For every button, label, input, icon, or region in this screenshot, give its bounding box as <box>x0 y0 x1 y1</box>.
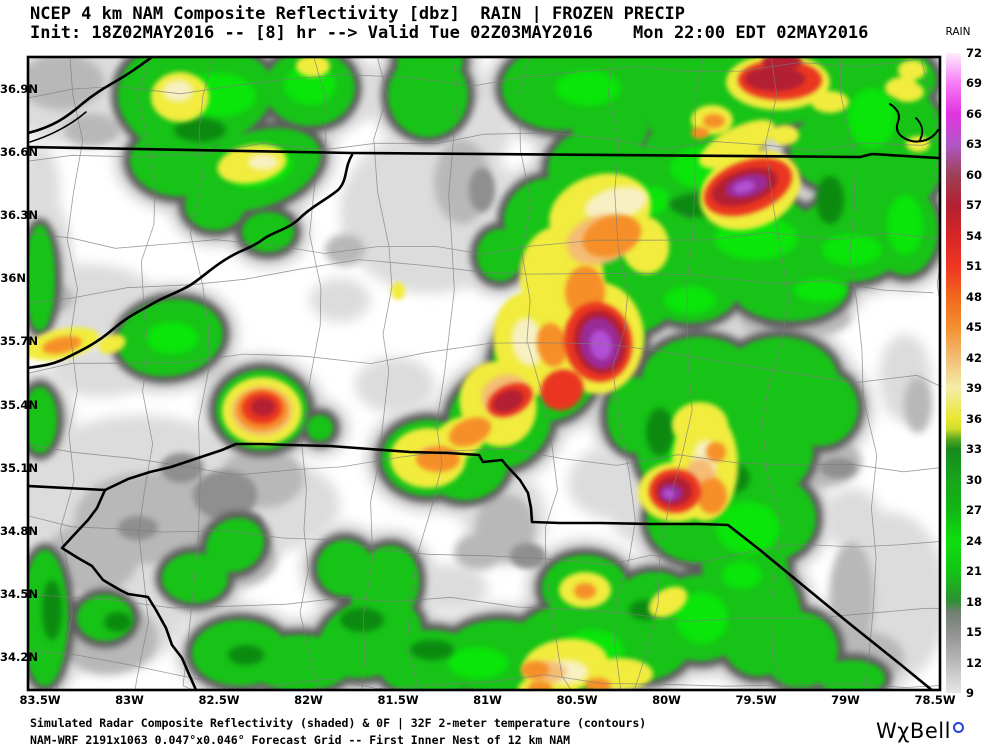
colorbar-tick-39: 39 <box>966 381 983 396</box>
county-boundary-lines <box>29 58 939 689</box>
colorbar-tick-63: 63 <box>966 137 983 152</box>
colorbar-tick-21: 21 <box>966 564 983 579</box>
colorbar-tick-15: 15 <box>966 625 983 640</box>
colorbar-tick-9: 9 <box>966 686 975 700</box>
colorbar-tick-69: 69 <box>966 76 983 91</box>
lon-label-80W: 80W <box>652 693 681 707</box>
lat-label-35.7N: 35.7N <box>0 334 38 349</box>
logo-chi: χ <box>897 719 910 743</box>
colorbar-tick-54: 54 <box>966 228 983 243</box>
lat-label-36.9N: 36.9N <box>0 82 38 96</box>
colorbar-tick-48: 48 <box>966 289 983 304</box>
lon-label-82W: 82W <box>294 693 323 707</box>
lat-label-35.4N: 35.4N <box>0 397 38 412</box>
lon-label-81W: 81W <box>473 693 502 707</box>
colorbar-tick-24: 24 <box>966 533 983 548</box>
colorbar-tick-66: 66 <box>966 106 983 121</box>
colorbar-tick-42: 42 <box>966 350 983 365</box>
logo-degree-icon <box>952 722 964 733</box>
colorbar-title: RAIN <box>945 26 971 38</box>
colorbar-tick-51: 51 <box>966 259 983 274</box>
tn-nc-border <box>29 153 354 370</box>
ga-sc-border <box>60 488 197 689</box>
colorbar-tick-18: 18 <box>966 594 983 609</box>
lat-label-34.2N: 34.2N <box>0 649 38 664</box>
tn-ga-border <box>29 484 107 492</box>
colorbar-tick-57: 57 <box>966 198 983 213</box>
init-valid-text: Init: 18Z02MAY2016 -- [8] hr --> Valid T… <box>30 23 593 43</box>
colorbar-tick-30: 30 <box>966 472 983 487</box>
logo-bell: Bell <box>909 719 951 743</box>
colorbar-tick-72: 72 <box>966 46 983 60</box>
colorbar-tick-36: 36 <box>966 411 983 426</box>
map-frame <box>26 55 942 692</box>
local-valid-time: Mon 22:00 EDT 02MAY2016 <box>633 23 869 43</box>
colorbar-tick-12: 12 <box>966 655 983 670</box>
va-nc-border <box>29 145 939 160</box>
lon-label-81.5W: 81.5W <box>377 693 419 707</box>
lat-label-34.8N: 34.8N <box>0 523 38 538</box>
lat-label-35.1N: 35.1N <box>0 460 38 475</box>
nc-sc-border <box>103 442 933 689</box>
wxbell-logo: WχBell <box>876 719 964 743</box>
logo-w: W <box>876 719 898 743</box>
kerr-lake-shoreline <box>888 102 939 143</box>
lon-label-80.5W: 80.5W <box>556 693 598 707</box>
lat-label-36.3N: 36.3N <box>0 208 38 223</box>
lon-label-82.5W: 82.5W <box>198 693 240 707</box>
lon-label-78.5W: 78.5W <box>914 693 956 707</box>
lat-label-34.5N: 34.5N <box>0 586 38 601</box>
colorbar-tick-60: 60 <box>966 167 983 182</box>
caption-line-1: Simulated Radar Composite Reflectivity (… <box>30 716 647 730</box>
state-border-lines <box>29 58 939 689</box>
colorbar-tick-33: 33 <box>966 442 983 457</box>
reflectivity-colorbar <box>946 53 961 693</box>
lon-label-79.5W: 79.5W <box>735 693 777 707</box>
lat-label-36N: 36N <box>0 271 26 286</box>
map-title: NCEP 4 km NAM Composite Reflectivity [db… <box>30 4 686 24</box>
ky-va-border <box>29 58 153 135</box>
colorbar-tick-45: 45 <box>966 320 983 335</box>
lon-label-79W: 79W <box>831 693 860 707</box>
kerr-lake-shoreline-2 <box>915 117 924 141</box>
ky-va-border-inner <box>29 111 87 143</box>
colorbar-tick-27: 27 <box>966 503 983 518</box>
lon-label-83W: 83W <box>115 693 144 707</box>
reflectivity-shading <box>29 58 939 689</box>
caption-line-2: NAM-WRF 2191x1063 0.047°x0.046° Forecast… <box>30 733 571 747</box>
lon-label-83.5W: 83.5W <box>19 693 61 707</box>
lat-label-36.6N: 36.6N <box>0 145 38 160</box>
